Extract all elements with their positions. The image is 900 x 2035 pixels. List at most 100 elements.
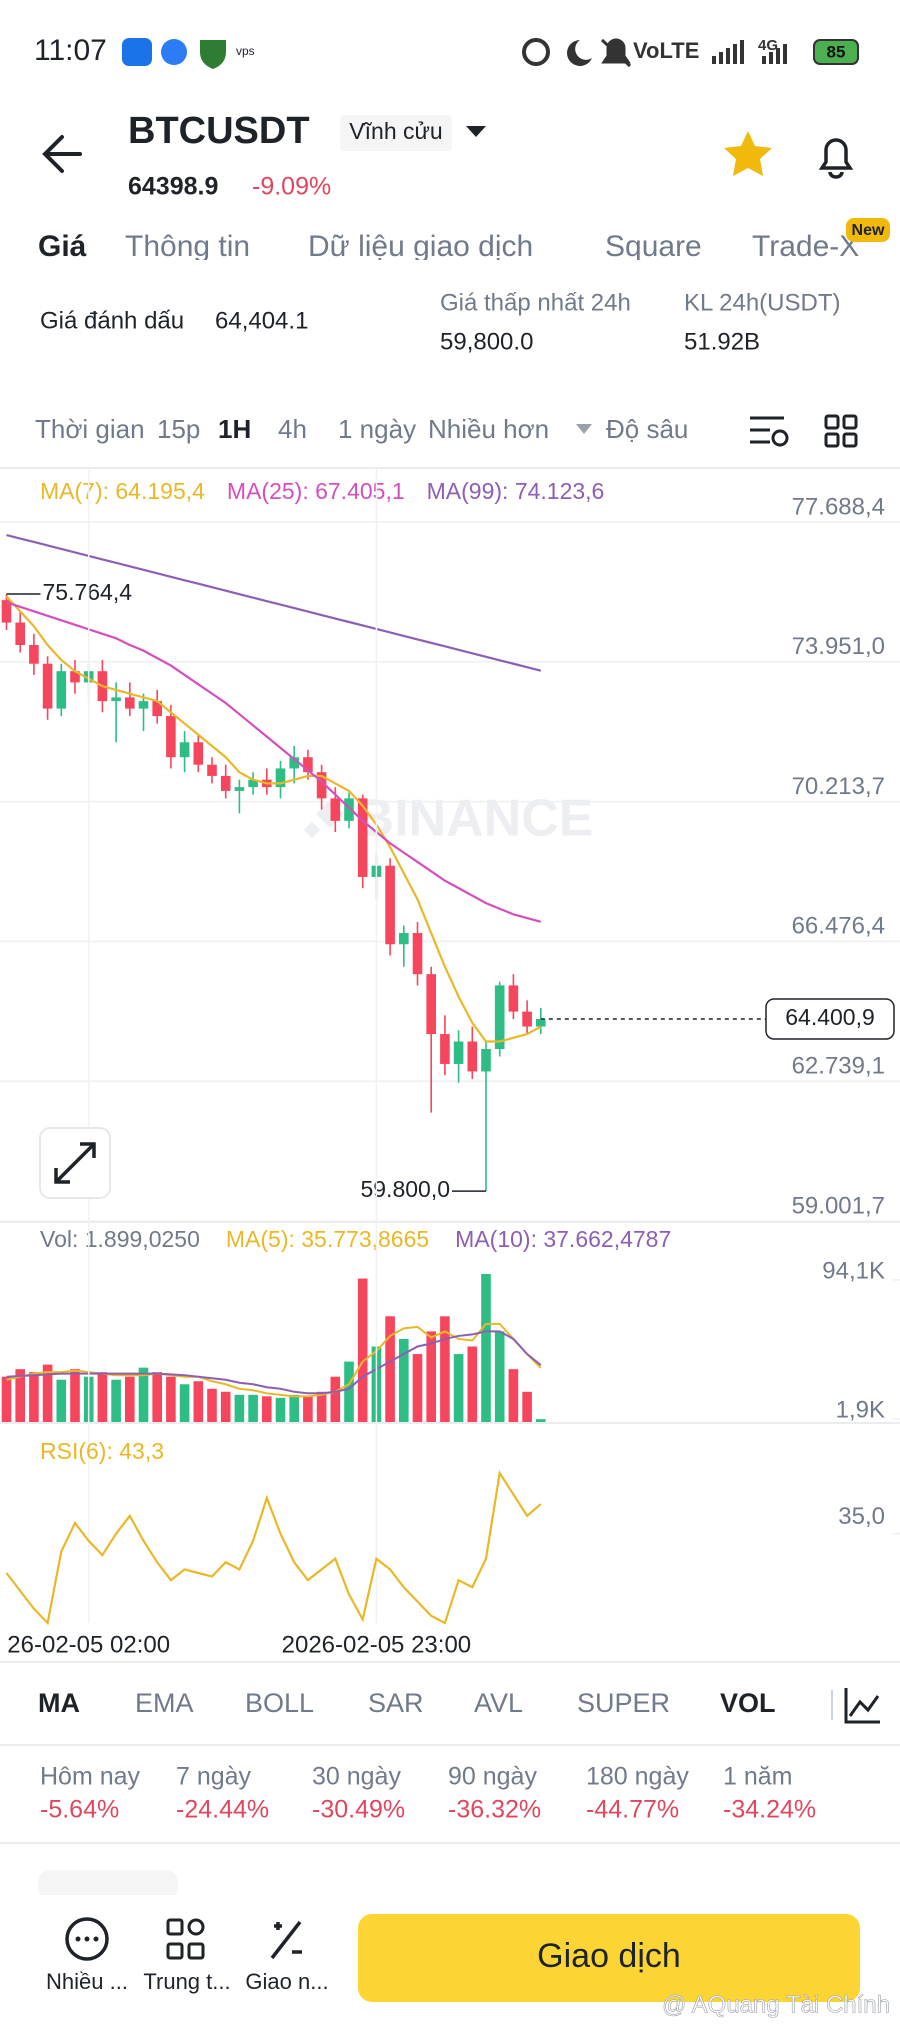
- candle-body: [440, 1034, 450, 1064]
- volume-bar: [29, 1372, 39, 1422]
- volume-bar: [316, 1391, 327, 1422]
- volume-bar: [440, 1316, 450, 1422]
- alert-button[interactable]: [818, 138, 854, 179]
- last-price-box: [765, 998, 895, 1040]
- watermark: BINANCE: [304, 790, 593, 848]
- chart-settings-button[interactable]: [750, 416, 789, 447]
- price-change: -9.09%: [252, 173, 331, 201]
- candle-body: [412, 933, 423, 975]
- candle-body: [303, 757, 313, 773]
- layout-button[interactable]: [824, 414, 858, 448]
- stat-label: Giá đánh dấu: [40, 307, 184, 334]
- favorite-button[interactable]: [724, 131, 772, 176]
- y-tick-label: 59.001,7: [792, 1192, 885, 1219]
- volume-bar: [125, 1376, 135, 1422]
- dropdown-arrow[interactable]: [576, 424, 592, 434]
- contract: Vĩnh cửu: [349, 118, 442, 144]
- dropdown-arrow[interactable]: [466, 126, 486, 137]
- legend-entry: MA(25): 67.405,1: [227, 478, 405, 504]
- tab[interactable]: Thông tin: [125, 230, 250, 263]
- y-tick-label: 70.213,7: [792, 773, 885, 800]
- nav-label[interactable]: Giao n...: [245, 1969, 328, 1994]
- nav-trade[interactable]: [270, 1920, 302, 1960]
- legend-entry: MA(10): 37.662,4787: [455, 1226, 671, 1252]
- nav-center[interactable]: [166, 1918, 205, 1960]
- candle-body: [385, 865, 395, 945]
- candle-body: [344, 798, 354, 821]
- indicator[interactable]: SAR: [368, 1688, 424, 1718]
- period-label: 7 ngày: [176, 1763, 252, 1791]
- period-label: Hôm nay: [40, 1763, 141, 1791]
- interval[interactable]: Độ sâu: [606, 414, 688, 444]
- period-change: -36.32%: [448, 1796, 541, 1824]
- candle-body: [399, 933, 409, 945]
- alarm-icon: [522, 38, 550, 66]
- new-badge-text: New: [852, 222, 885, 239]
- period-label: 90 ngày: [448, 1763, 537, 1791]
- low-label: 59.800,0: [360, 1176, 450, 1202]
- app-icon: [122, 38, 152, 66]
- indicator[interactable]: MA: [38, 1688, 80, 1718]
- volume-bar: [481, 1274, 491, 1422]
- volume-bar: [275, 1397, 286, 1422]
- indicator[interactable]: SUPER: [577, 1688, 670, 1718]
- tab[interactable]: Giá: [38, 230, 87, 263]
- tab-bar-bg: [0, 260, 900, 292]
- volume-ma-line: [6, 1330, 542, 1395]
- interval[interactable]: 1 ngày: [338, 414, 416, 444]
- volume-bar: [179, 1384, 190, 1422]
- indicator[interactable]: EMA: [135, 1688, 194, 1718]
- tab[interactable]: Dữ liệu giao dịch: [308, 230, 533, 263]
- interval[interactable]: 15p: [157, 414, 200, 444]
- interval[interactable]: 1H: [218, 414, 251, 444]
- volume-bar: [426, 1331, 436, 1422]
- interval[interactable]: 4h: [278, 414, 307, 444]
- indicator[interactable]: VOL: [720, 1688, 776, 1718]
- y-tick-label: 73.951,0: [792, 633, 885, 660]
- candle-body: [1, 600, 12, 623]
- nav-label[interactable]: Trung t...: [143, 1969, 230, 1994]
- nav-more[interactable]: [65, 1917, 109, 1961]
- trade-button[interactable]: [358, 1914, 860, 2002]
- battery: [813, 39, 859, 65]
- candle-body: [494, 985, 505, 1049]
- app-icon: vps: [236, 44, 255, 58]
- y-tick-label: 94,1K: [822, 1257, 885, 1284]
- candle-body: [152, 701, 162, 717]
- volume-bar: [42, 1364, 53, 1422]
- expand-icon: [54, 1142, 96, 1184]
- candle-body: [330, 798, 341, 821]
- ma-line: [6, 601, 542, 923]
- legend-entry: MA(7): 64.195,4: [40, 478, 205, 504]
- contract-chip[interactable]: [340, 115, 452, 151]
- legend-entry: MA(99): 74.123,6: [427, 478, 605, 504]
- indicator[interactable]: AVL: [474, 1688, 523, 1718]
- volume-bar: [15, 1369, 25, 1422]
- y-tick-label: 62.739,1: [792, 1053, 885, 1080]
- candle-body: [316, 772, 327, 799]
- stat-label: Giá thấp nhất 24h: [440, 289, 631, 316]
- interval[interactable]: Thời gian: [35, 414, 145, 444]
- mute-icon: [600, 38, 632, 68]
- legend-entry: Vol: 1.899,0250: [40, 1226, 200, 1252]
- tab[interactable]: Trade-X: [752, 230, 859, 263]
- stat-value: 59,800.0: [440, 328, 533, 355]
- candle-body: [15, 622, 25, 646]
- back-button[interactable]: [42, 135, 82, 173]
- indicator[interactable]: BOLL: [245, 1688, 314, 1718]
- tab[interactable]: Square: [605, 230, 702, 263]
- period-label: 180 ngày: [586, 1763, 689, 1791]
- interval[interactable]: Nhiều hơn: [428, 414, 549, 444]
- clock: 11:07: [34, 34, 107, 67]
- candle-body: [357, 798, 368, 877]
- trade-button-label[interactable]: Giao dịch: [537, 1937, 681, 1975]
- period-label: 1 năm: [723, 1763, 792, 1791]
- candle-body: [453, 1041, 464, 1064]
- volume-bar: [508, 1369, 519, 1422]
- ma-line: [6, 533, 542, 672]
- last-price-label: 64.400,9: [785, 1004, 875, 1030]
- indicator-settings[interactable]: [844, 1688, 880, 1724]
- nav-label[interactable]: Nhiều ...: [46, 1969, 128, 1994]
- high-label: 75.764,4: [43, 579, 133, 605]
